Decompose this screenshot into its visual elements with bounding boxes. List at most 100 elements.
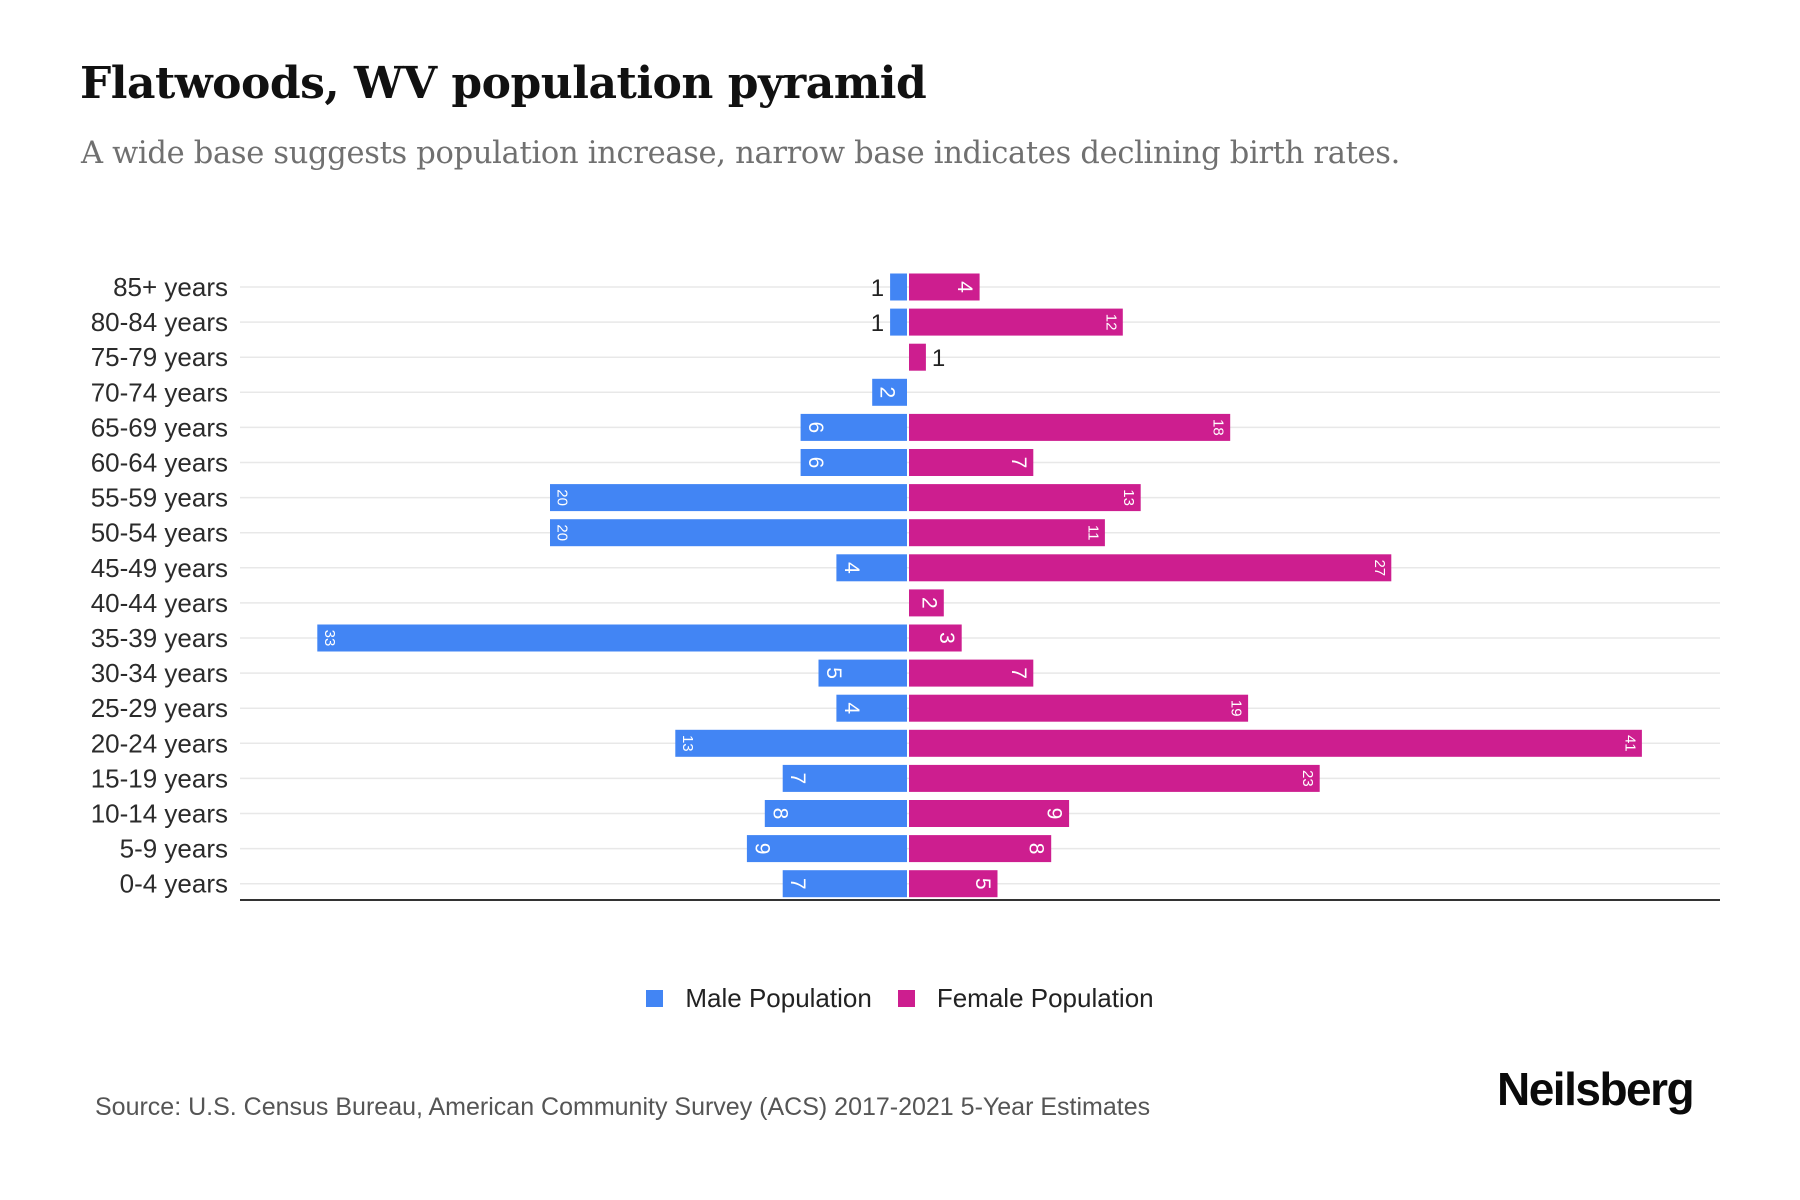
bar-female[interactable] <box>909 870 998 898</box>
source-note: Source: U.S. Census Bureau, American Com… <box>95 1093 1151 1121</box>
data-label-female: 7 <box>1007 667 1030 679</box>
data-label-female: 5 <box>971 878 994 890</box>
bars <box>317 273 1642 898</box>
data-label-male: 4 <box>840 562 863 574</box>
legend-label-male: Male Population <box>685 983 872 1013</box>
bar-male[interactable] <box>550 519 907 547</box>
bar-female[interactable] <box>909 554 1392 582</box>
y-tick-label: 45-49 years <box>91 553 228 583</box>
bar-female[interactable] <box>909 800 1070 827</box>
bar-male[interactable] <box>836 694 907 722</box>
bar-male[interactable] <box>317 624 907 652</box>
bar-female[interactable] <box>909 273 980 301</box>
legend-swatch-male <box>646 990 664 1007</box>
bar-male[interactable] <box>890 273 907 301</box>
data-label-female: 3 <box>935 632 958 644</box>
data-label-male: 33 <box>321 630 338 647</box>
data-label-female: 8 <box>1025 843 1048 855</box>
data-label-female: 9 <box>1043 808 1066 820</box>
legend-swatch-female <box>897 990 915 1007</box>
chart-subtitle: A wide base suggests population increase… <box>81 136 1401 171</box>
bar-male[interactable] <box>782 764 907 792</box>
data-label-female: 7 <box>1007 457 1030 469</box>
chart-title: Flatwoods, WV population pyramid <box>80 58 927 109</box>
y-tick-label: 5-9 years <box>120 834 228 864</box>
data-label-female: 4 <box>953 281 976 293</box>
y-tick-label: 60-64 years <box>91 448 228 478</box>
data-label-male: 20 <box>554 489 571 506</box>
data-label-male: 13 <box>679 735 696 752</box>
bar-male[interactable] <box>746 835 907 863</box>
y-tick-label: 30-34 years <box>91 658 228 688</box>
y-axis-labels: 85+ years 80-84 years 75-79 years 70-74 yea… <box>91 272 228 899</box>
bar-female[interactable] <box>909 413 1231 441</box>
bar-female[interactable] <box>909 308 1123 336</box>
data-label-female: 23 <box>1299 770 1316 787</box>
y-tick-label: 70-74 years <box>91 377 228 407</box>
data-label-female: 12 <box>1102 314 1119 331</box>
data-label-male: 7 <box>786 878 809 890</box>
data-label-male: 2 <box>876 386 899 398</box>
bar-female[interactable] <box>909 449 1034 476</box>
data-label-female: 13 <box>1120 489 1137 506</box>
y-tick-label: 10-14 years <box>91 799 228 829</box>
y-tick-label: 40-44 years <box>91 588 228 618</box>
bar-female[interactable] <box>909 343 926 371</box>
legend: Male Population Female Population <box>0 983 1800 1014</box>
bar-female[interactable] <box>909 764 1320 792</box>
data-label-female: 27 <box>1371 559 1388 576</box>
y-tick-label: 15-19 years <box>91 763 228 793</box>
y-tick-label: 0-4 years <box>120 869 228 899</box>
data-label-male: 1 <box>871 310 884 337</box>
data-label-female: 1 <box>932 345 945 372</box>
neilsberg-logo[interactable]: Neilsberg <box>1497 1063 1695 1115</box>
bar-female[interactable] <box>909 694 1249 722</box>
data-label-male: 9 <box>750 843 773 855</box>
data-label-male: 6 <box>804 422 827 434</box>
data-label-male: 6 <box>804 457 827 469</box>
data-label-female: 18 <box>1210 419 1227 436</box>
bar-male[interactable] <box>800 449 907 476</box>
y-tick-label: 65-69 years <box>91 412 228 442</box>
bar-female[interactable] <box>909 484 1141 512</box>
bar-male[interactable] <box>675 729 907 757</box>
y-tick-label: 25-29 years <box>91 693 228 723</box>
y-tick-label: 35-39 years <box>91 623 228 653</box>
bar-male[interactable] <box>764 800 907 827</box>
y-tick-label: 50-54 years <box>91 518 228 548</box>
data-label-male: 4 <box>840 702 863 714</box>
bar-male[interactable] <box>872 378 907 406</box>
data-label-female: 2 <box>917 597 940 609</box>
bar-male[interactable] <box>782 870 907 898</box>
y-tick-label: 20-24 years <box>91 728 228 758</box>
bar-male[interactable] <box>890 308 907 336</box>
bar-female[interactable] <box>909 519 1105 547</box>
y-tick-label: 75-79 years <box>91 342 228 372</box>
data-label-female: 11 <box>1084 525 1101 541</box>
data-label-male: 20 <box>554 524 571 541</box>
y-tick-label: 55-59 years <box>91 483 228 513</box>
legend-item-male[interactable]: Male Population <box>646 983 872 1014</box>
data-label-male: 8 <box>768 808 791 820</box>
gridlines <box>240 286 1720 885</box>
bar-male[interactable] <box>550 484 907 512</box>
bar-male[interactable] <box>836 554 907 582</box>
bar-female[interactable] <box>909 835 1052 863</box>
bar-female[interactable] <box>909 729 1642 757</box>
data-label-female: 41 <box>1621 735 1638 752</box>
bar-female[interactable] <box>909 624 962 652</box>
bar-male[interactable] <box>800 413 907 441</box>
legend-label-female: Female Population <box>936 983 1154 1013</box>
data-label-male: 7 <box>786 773 809 785</box>
y-tick-label: 80-84 years <box>91 307 228 337</box>
bar-male[interactable] <box>818 659 908 687</box>
data-label-female: 19 <box>1228 700 1245 717</box>
y-tick-label: 85+ years <box>113 272 228 302</box>
legend-item-female[interactable]: Female Population <box>897 983 1154 1014</box>
bar-female[interactable] <box>909 659 1034 687</box>
data-label-male: 5 <box>822 667 845 679</box>
bar-female[interactable] <box>909 589 944 617</box>
data-label-male: 1 <box>871 275 884 302</box>
